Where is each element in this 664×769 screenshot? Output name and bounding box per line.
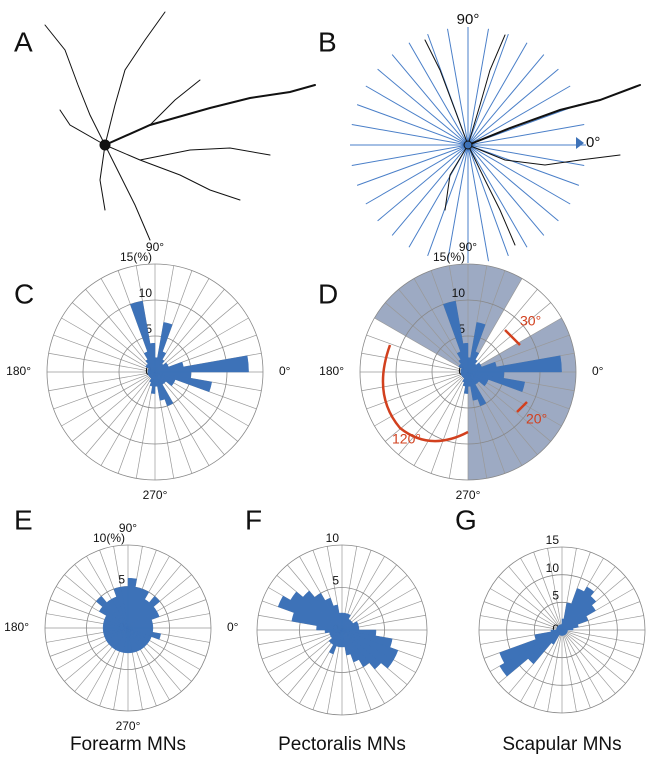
angle-label: 270° xyxy=(456,488,481,502)
caption: Pectoralis MNs xyxy=(278,734,406,755)
panel-label: G xyxy=(455,504,477,535)
angle-label: 180° xyxy=(6,364,31,378)
annotation: 30° xyxy=(520,313,541,329)
angle-label: 180° xyxy=(4,620,29,634)
r-tick-label: 15 xyxy=(546,533,560,547)
zero-marker xyxy=(576,137,584,149)
angle-label: 90° xyxy=(459,240,477,254)
angle-label: 270° xyxy=(116,719,141,733)
angle-label: 0° xyxy=(586,134,600,151)
r-tick-label: 5 xyxy=(118,573,125,587)
figure: A B 90° 0° C051015(%)0°90°180°270°D05101… xyxy=(0,0,664,764)
annotation: 20° xyxy=(526,411,547,427)
panel-label: B xyxy=(318,26,337,57)
panel-label: A xyxy=(14,26,33,57)
r-tick-label: 5 xyxy=(332,574,339,588)
panel-label: C xyxy=(14,278,34,309)
angle-label: 90° xyxy=(146,240,164,254)
caption: Scapular MNs xyxy=(502,734,621,755)
angle-label: 0° xyxy=(227,620,239,634)
panel-label: D xyxy=(318,278,338,309)
r-tick-label: 10 xyxy=(326,531,340,545)
r-tick-label: 5 xyxy=(552,589,559,603)
panel-label: F xyxy=(245,504,262,535)
r-tick-label: 10 xyxy=(452,286,466,300)
r-tick-label: 10 xyxy=(546,561,560,575)
neuron-drawing xyxy=(45,12,315,240)
angle-label: 180° xyxy=(319,364,344,378)
angle-label: 270° xyxy=(143,488,168,502)
r-tick-label: 10 xyxy=(139,286,153,300)
caption: Forearm MNs xyxy=(70,734,186,755)
angle-label: 0° xyxy=(592,364,604,378)
panel-label: E xyxy=(14,504,33,535)
angle-label: 0° xyxy=(279,364,291,378)
angle-label: 90° xyxy=(119,521,137,535)
neuron-drawing xyxy=(425,35,640,245)
angle-label: 90° xyxy=(457,11,480,28)
annotation-arrow xyxy=(505,330,520,345)
